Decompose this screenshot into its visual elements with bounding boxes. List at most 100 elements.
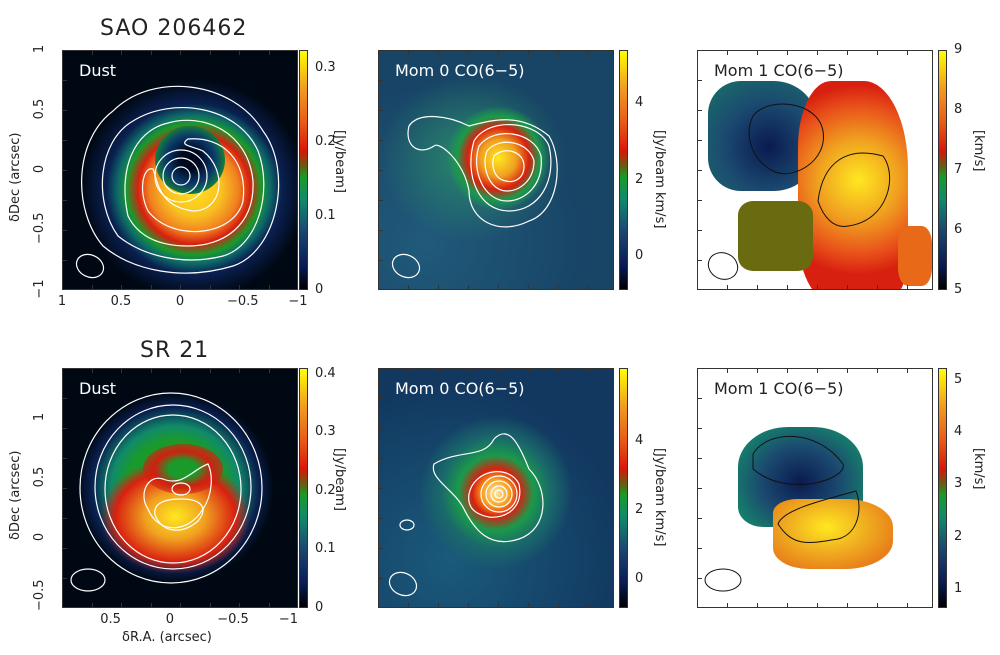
y-tick-mark bbox=[697, 458, 702, 459]
x-tick-mark bbox=[209, 368, 211, 373]
y-tick-mark bbox=[697, 518, 702, 519]
colorbar-tick-label: 4 bbox=[954, 424, 963, 440]
y-tick-mark bbox=[62, 80, 67, 81]
row-title-sao-206462: SAO 206462 bbox=[100, 16, 248, 41]
x-tick-mark bbox=[239, 50, 240, 55]
x-tick-mark bbox=[907, 285, 908, 290]
x-tick-mark bbox=[239, 285, 240, 290]
y-tick-mark bbox=[62, 458, 67, 459]
colorbar-tick-label: 5 bbox=[954, 372, 963, 387]
y-tick-mark bbox=[378, 230, 383, 231]
x-tick-mark bbox=[847, 368, 848, 373]
x-tick-mark bbox=[180, 50, 181, 55]
beam-ellipse bbox=[704, 568, 742, 592]
y-tick-label: 0 bbox=[32, 532, 47, 541]
y-tick-mark bbox=[697, 110, 702, 111]
beam-ellipse bbox=[391, 253, 421, 279]
x-tick-mark bbox=[558, 285, 559, 290]
colorbar-tick-label: 4 bbox=[635, 95, 644, 111]
x-tick-mark bbox=[498, 285, 499, 290]
x-tick-mark bbox=[727, 603, 728, 608]
x-tick-mark bbox=[150, 285, 152, 290]
olive-patch bbox=[738, 201, 813, 271]
colorbar-label: [km/s] bbox=[971, 448, 986, 490]
x-tick-mark bbox=[268, 368, 270, 373]
y-tick-mark bbox=[378, 140, 383, 141]
colorbar-tick-label: 8 bbox=[954, 102, 963, 117]
x-tick-mark bbox=[121, 368, 122, 373]
x-tick-mark bbox=[180, 368, 181, 373]
x-tick-mark bbox=[150, 603, 152, 608]
x-axis-label: δR.A. (arcsec) bbox=[122, 630, 212, 645]
colorbar-tick-label: 5 bbox=[954, 282, 963, 297]
y-tick-mark bbox=[62, 110, 67, 111]
x-tick-mark bbox=[408, 285, 409, 290]
y-tick-label: −0.5 bbox=[32, 212, 47, 244]
panel-label: Mom 0 CO(6−5) bbox=[395, 379, 525, 398]
mom1-map-sao: Mom 1 CO(6−5) bbox=[697, 50, 933, 290]
x-tick-label: −0.5 bbox=[217, 612, 249, 627]
x-tick-mark bbox=[588, 50, 589, 55]
y-tick-mark bbox=[697, 488, 702, 489]
mom1-contours bbox=[704, 435, 860, 592]
mom1-map-sr21: Mom 1 CO(6−5) bbox=[697, 368, 933, 608]
x-tick-mark bbox=[528, 285, 529, 290]
colorbar-tick-label: 0.1 bbox=[315, 208, 336, 224]
x-tick-mark bbox=[757, 50, 758, 55]
colorbar bbox=[299, 368, 308, 608]
x-tick-mark bbox=[817, 50, 818, 55]
x-tick-mark bbox=[268, 603, 270, 608]
y-tick-mark bbox=[378, 260, 383, 261]
colorbar-tick-label: 0.4 bbox=[315, 365, 336, 381]
y-tick-mark bbox=[378, 428, 383, 429]
colorbar-tick-label: 2 bbox=[635, 501, 644, 517]
y-axis-label: δDec (arcsec) bbox=[8, 132, 23, 222]
x-tick-mark bbox=[787, 285, 788, 290]
mom0-map-sr21: Mom 0 CO(6−5) bbox=[378, 368, 614, 608]
y-tick-mark bbox=[378, 488, 383, 489]
colorbar-tick-label: 0 bbox=[315, 282, 324, 297]
x-tick-mark bbox=[91, 285, 93, 290]
panel-label: Mom 1 CO(6−5) bbox=[714, 379, 844, 398]
x-tick-mark bbox=[408, 368, 409, 373]
orange-patch bbox=[898, 226, 932, 286]
x-tick-mark bbox=[209, 285, 211, 290]
mom0-contours bbox=[391, 115, 558, 279]
colorbar-tick-label: 0 bbox=[635, 247, 644, 263]
x-tick-mark bbox=[588, 603, 589, 608]
dust-contours bbox=[75, 85, 280, 279]
y-tick-mark bbox=[378, 548, 383, 549]
x-tick-mark bbox=[498, 603, 499, 608]
x-tick-mark bbox=[817, 603, 818, 608]
x-tick-mark bbox=[91, 50, 93, 55]
colorbar-label: [km/s] bbox=[971, 130, 986, 172]
beam-ellipse bbox=[388, 571, 418, 597]
y-tick-mark bbox=[697, 170, 702, 171]
y-axis-label: δDec (arcsec) bbox=[8, 450, 23, 540]
colorbar-tick-label: 1 bbox=[954, 580, 963, 596]
x-tick-mark bbox=[268, 285, 270, 290]
y-tick-mark bbox=[62, 428, 67, 429]
y-tick-label: −0.5 bbox=[32, 579, 47, 612]
x-tick-mark bbox=[438, 603, 439, 608]
x-tick-mark bbox=[91, 603, 93, 608]
y-tick-mark bbox=[378, 80, 383, 81]
beam-ellipse bbox=[707, 252, 739, 280]
panel-label: Dust bbox=[79, 61, 117, 80]
x-tick-mark bbox=[528, 368, 529, 373]
y-tick-label: 0.5 bbox=[32, 98, 47, 120]
x-tick-mark bbox=[877, 603, 878, 608]
x-tick-mark bbox=[209, 603, 211, 608]
dust-map-sao: Dust bbox=[62, 50, 298, 290]
colorbar bbox=[938, 368, 947, 608]
x-tick-mark bbox=[877, 368, 878, 373]
x-tick-mark bbox=[558, 603, 559, 608]
x-tick-mark bbox=[817, 368, 818, 373]
x-tick-mark bbox=[239, 368, 240, 373]
x-tick-mark bbox=[150, 368, 152, 373]
colorbar-tick-label: 0 bbox=[315, 600, 324, 615]
mom0-map-sao: Mom 0 CO(6−5) bbox=[378, 50, 614, 290]
y-tick-label: 1 bbox=[32, 44, 47, 54]
colorbar-tick-label: 3 bbox=[954, 476, 963, 492]
x-tick-mark bbox=[180, 285, 181, 290]
